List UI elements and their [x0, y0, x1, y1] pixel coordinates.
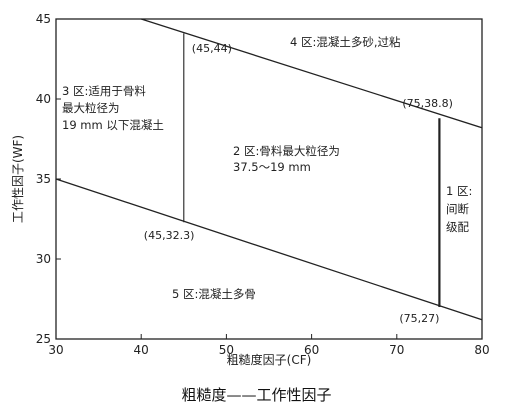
point-label: (75,38.8) — [402, 97, 453, 110]
point-label: (75,27) — [399, 312, 439, 325]
point-label: (45,44) — [192, 42, 232, 55]
region-label: 间断 — [446, 202, 469, 216]
x-axis-label: 粗糙度因子(CF) — [227, 352, 312, 367]
region-label: 最大粒径为 — [62, 101, 120, 115]
point-label: (45,32.3) — [144, 229, 195, 242]
x-axis: 30 40 50 60 70 80 — [48, 334, 490, 357]
point-labels: (45,44) (75,38.8) (45,32.3) (75,27) — [144, 42, 453, 325]
y-tick-label: 35 — [36, 172, 51, 186]
region-label: 2 区:骨料最大粒径为 — [233, 144, 340, 158]
y-axis: 25 30 35 40 45 — [36, 12, 61, 346]
x-tick-label: 30 — [48, 343, 63, 357]
x-tick-label: 40 — [134, 343, 149, 357]
region-label: 37.5～19 mm — [233, 160, 311, 174]
y-axis-label: 工作性因子(WF) — [11, 135, 25, 223]
y-tick-label: 40 — [36, 92, 51, 106]
x-tick-label: 80 — [474, 343, 489, 357]
boundary-line — [141, 18, 483, 129]
region-label: 1 区: — [446, 184, 472, 198]
region-label: 级配 — [446, 220, 469, 234]
plot-frame — [55, 18, 483, 340]
region-label: 19 mm 以下混凝土 — [62, 118, 164, 132]
zone-boundaries — [55, 18, 483, 321]
y-tick-label: 30 — [36, 252, 51, 266]
figure-caption: 粗糙度——工作性因子 — [181, 386, 332, 404]
boundary-line — [55, 178, 483, 321]
x-tick-label: 50 — [219, 343, 234, 357]
y-tick-label: 25 — [36, 332, 51, 346]
region-label: 4 区:混凝土多砂,过粘 — [290, 35, 401, 49]
x-tick-label: 70 — [389, 343, 404, 357]
region-label: 3 区:适用于骨料 — [62, 84, 146, 98]
region-label: 5 区:混凝土多骨 — [172, 287, 256, 301]
x-tick-label: 60 — [304, 343, 319, 357]
y-tick-label: 45 — [36, 12, 51, 26]
